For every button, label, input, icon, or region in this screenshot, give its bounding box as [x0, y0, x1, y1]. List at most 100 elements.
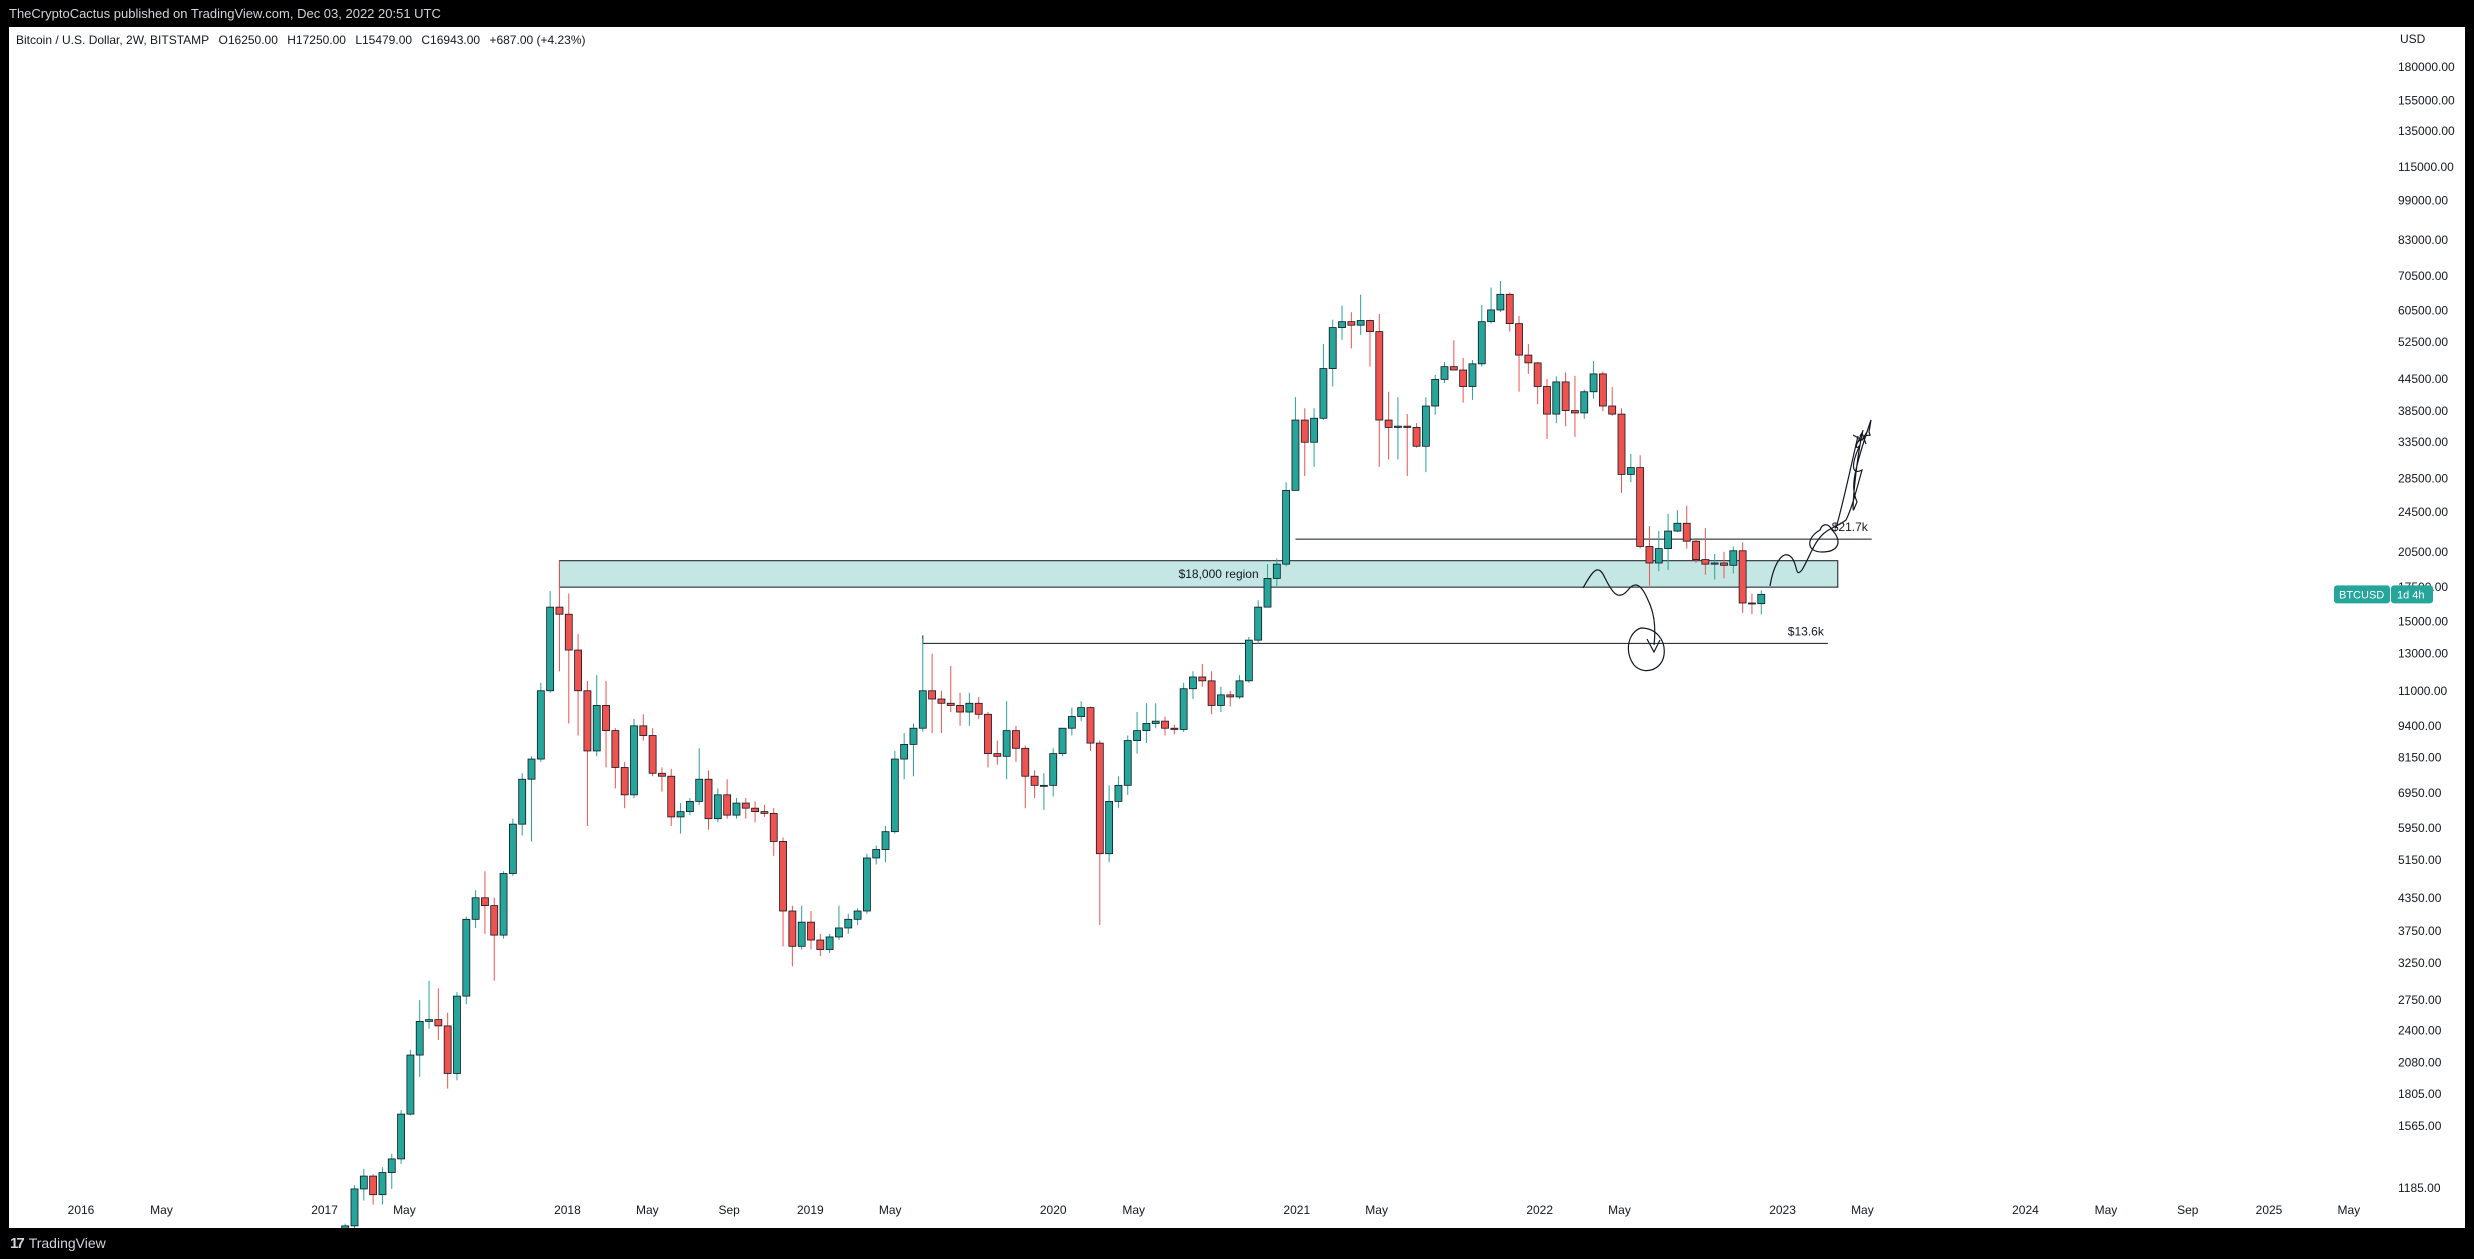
candle-151	[1748, 602, 1756, 605]
candle-30	[620, 767, 629, 796]
candle-9	[425, 1019, 433, 1022]
candle-143	[1673, 522, 1682, 532]
candle-85	[1133, 730, 1141, 741]
candle-84	[1123, 740, 1132, 786]
scenario-arrow-down	[1646, 638, 1661, 654]
candle-68	[974, 702, 983, 715]
candle-24	[564, 613, 573, 651]
scenario-circle-up	[1809, 524, 1839, 553]
candle-4	[378, 1172, 387, 1196]
candle-8	[415, 1020, 424, 1056]
candle-64	[937, 698, 946, 704]
candle-5	[387, 1158, 396, 1173]
x-tick-4: 2018	[554, 1203, 581, 1217]
y-tick-31: 1565.00	[2398, 1119, 2442, 1133]
candle-46	[769, 812, 778, 842]
candle-2	[359, 1175, 368, 1190]
candle-142	[1664, 530, 1672, 549]
price-chart[interactable]: $18,000 region $21.7k$13.6k 180000.00155…	[0, 0, 2474, 1228]
candle-135	[1598, 373, 1607, 407]
candle-0	[341, 1225, 350, 1228]
x-tick-17: 2024	[2012, 1203, 2039, 1217]
candle-92	[1198, 676, 1207, 682]
y-tick-8: 52500.00	[2398, 335, 2448, 349]
candle-119	[1449, 366, 1458, 371]
y-tick-9: 44500.00	[2398, 372, 2448, 386]
x-tick-2: 2017	[311, 1203, 338, 1217]
x-tick-6: Sep	[718, 1203, 740, 1217]
price-tag-symbol-bg	[2334, 585, 2390, 604]
candle-74	[1030, 775, 1039, 786]
price-tag-symbol: BTCUSD	[2339, 589, 2384, 601]
x-tick-14: May	[1608, 1203, 1631, 1217]
candle-134	[1589, 373, 1598, 393]
candle-69	[984, 713, 992, 755]
candle-58	[881, 831, 890, 850]
y-tick-23: 5150.00	[2398, 853, 2442, 867]
candle-57	[872, 849, 881, 859]
candle-15	[481, 897, 489, 907]
y-tick-11: 33500.00	[2398, 435, 2448, 449]
x-tick-21: May	[2338, 1203, 2361, 1217]
x-tick-1: May	[150, 1203, 173, 1217]
y-tick-13: 24500.00	[2398, 505, 2448, 519]
candle-53	[835, 927, 843, 938]
candle-61	[909, 727, 918, 745]
candle-137	[1617, 413, 1626, 475]
zone-0	[558, 560, 1839, 588]
candle-81	[1095, 742, 1104, 855]
y-tick-5: 83000.00	[2398, 233, 2448, 247]
candle-133	[1580, 391, 1589, 414]
tradingview-logo[interactable]: 17 TradingView	[10, 1228, 106, 1259]
candle-95	[1226, 694, 1235, 698]
candle-54	[844, 918, 853, 929]
candle-13	[462, 918, 471, 997]
candle-149	[1729, 550, 1738, 566]
candle-17	[499, 873, 508, 936]
x-tick-16: May	[1851, 1203, 1874, 1217]
candle-65	[946, 702, 955, 706]
time-axis: 2016 May 2017 May 2018 May Sep 2019 May 2020 May 20…	[68, 1203, 2361, 1217]
candle-128	[1533, 362, 1542, 387]
y-tick-32: 1185.00	[2398, 1181, 2441, 1195]
candle-100	[1272, 563, 1281, 579]
zone-label-0: $18,000 region	[1179, 567, 1259, 581]
candle-45	[760, 811, 769, 814]
candle-10	[434, 1019, 443, 1027]
candle-88	[1161, 720, 1169, 729]
zones-layer: $18,000 region	[558, 560, 1839, 588]
candle-70	[993, 753, 1002, 757]
x-tick-13: 2022	[1526, 1203, 1553, 1217]
candle-93	[1207, 680, 1216, 706]
tradingview-logo-icon: 17	[10, 1235, 25, 1252]
hand-drawings	[1582, 419, 1872, 672]
candle-152	[1757, 593, 1766, 605]
candle-83	[1114, 784, 1123, 802]
x-tick-9: 2020	[1040, 1203, 1067, 1217]
scenario-path-up	[1769, 419, 1872, 587]
candle-33	[648, 735, 657, 774]
candle-32	[639, 725, 648, 736]
x-tick-15: 2023	[1769, 1203, 1796, 1217]
candle-141	[1654, 548, 1663, 564]
candle-104	[1310, 417, 1318, 443]
candle-16	[490, 905, 499, 936]
legend-symbol: Bitcoin / U.S. Dollar, 2W, BITSTAMP	[16, 33, 210, 47]
candle-109	[1356, 320, 1365, 326]
y-tick-30: 1805.00	[2398, 1087, 2442, 1101]
candle-118	[1440, 366, 1449, 380]
tradingview-brand: TradingView	[28, 1235, 106, 1251]
candle-79	[1077, 707, 1086, 717]
candle-22	[546, 606, 555, 692]
y-tick-6: 70500.00	[2398, 269, 2448, 283]
candle-20	[527, 758, 536, 780]
candle-18	[508, 823, 517, 874]
candle-125	[1505, 293, 1514, 325]
candle-27	[592, 705, 601, 752]
candle-80	[1086, 707, 1095, 744]
last-price-tag: BTCUSD 1d 4h	[2334, 585, 2433, 604]
x-tick-3: May	[393, 1203, 416, 1217]
candle-86	[1142, 723, 1151, 732]
y-tick-25: 3750.00	[2398, 924, 2442, 938]
x-tick-18: May	[2095, 1203, 2118, 1217]
